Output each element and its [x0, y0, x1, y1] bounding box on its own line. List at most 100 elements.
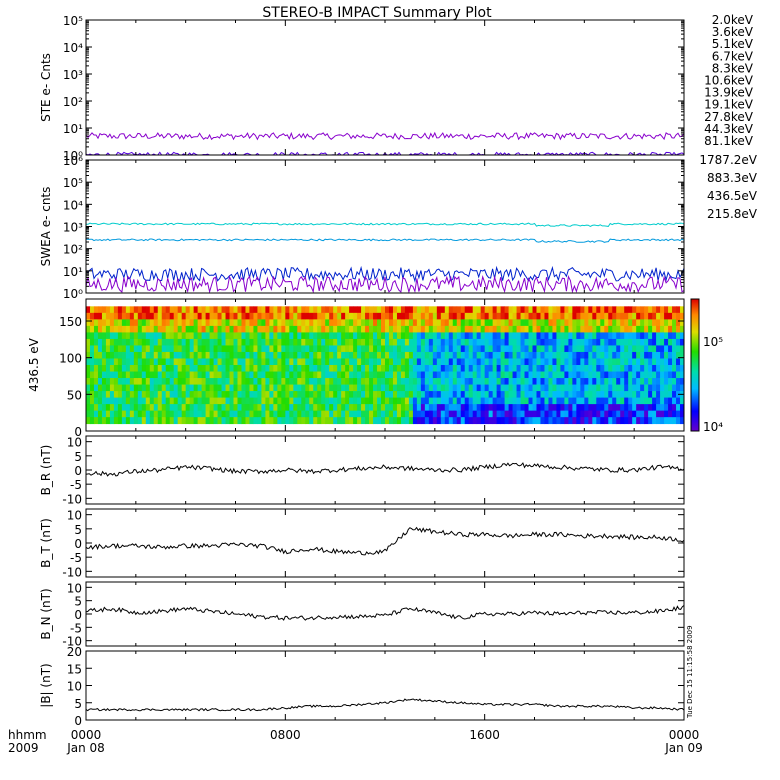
heatmap-cell	[660, 378, 665, 385]
heatmap-cell	[468, 365, 474, 372]
heatmap-cell	[648, 371, 653, 379]
heatmap-cell	[656, 332, 661, 340]
heatmap-cell	[109, 351, 115, 359]
heatmap-cell	[516, 397, 521, 405]
heatmap-cells	[86, 306, 685, 425]
heatmap-cell	[137, 404, 143, 412]
heatmap-cell	[113, 325, 119, 333]
heatmap-cell	[496, 351, 502, 359]
heatmap-cell	[217, 312, 222, 320]
heatmap-cell	[125, 332, 131, 340]
heatmap-cell	[420, 410, 426, 418]
heatmap-cell	[648, 306, 653, 314]
heatmap-cell	[544, 391, 549, 398]
heatmap-cell	[640, 404, 645, 412]
heatmap-cell	[353, 351, 358, 359]
heatmap-cell	[680, 417, 685, 425]
heatmap-cell	[528, 397, 533, 405]
heatmap-cell	[285, 365, 290, 372]
heatmap-cell	[89, 365, 95, 372]
heatmap-cell	[600, 397, 605, 405]
heatmap-cell	[640, 312, 645, 320]
heatmap-cell	[540, 338, 545, 346]
heatmap-cell	[205, 351, 210, 359]
heatmap-cell	[277, 306, 282, 314]
heatmap-cell	[329, 365, 334, 372]
heatmap-cell	[484, 365, 490, 372]
heatmap-cell	[141, 325, 147, 333]
heatmap-cell	[540, 325, 545, 333]
heatmap-cell	[125, 397, 131, 405]
heatmap-cell	[289, 417, 294, 425]
heatmap-cell	[309, 404, 314, 412]
y-tick-label: 10	[67, 680, 82, 694]
heatmap-cell	[285, 338, 290, 346]
heatmap-cell	[528, 378, 533, 385]
heatmap-cell	[420, 351, 426, 359]
heatmap-cell	[165, 345, 171, 353]
heatmap-cell	[249, 338, 254, 346]
heatmap-cell	[129, 338, 135, 346]
heatmap-cell	[189, 397, 195, 405]
heatmap-cell	[269, 410, 274, 418]
heatmap-cell	[185, 332, 191, 340]
heatmap-cell	[660, 384, 665, 392]
heatmap-cell	[229, 319, 234, 327]
colorbar-tick-label: 10⁵	[703, 335, 723, 349]
heatmap-cell	[141, 358, 147, 366]
heatmap-cell	[656, 312, 661, 320]
heatmap-cell	[137, 306, 143, 314]
heatmap-cell	[177, 338, 183, 346]
heatmap-cell	[93, 312, 99, 320]
heatmap-cell	[432, 319, 438, 327]
heatmap-cell	[229, 312, 234, 320]
heatmap-cell	[460, 365, 466, 372]
heatmap-cell	[133, 345, 139, 353]
heatmap-cell	[121, 391, 127, 398]
heatmap-cell	[528, 391, 533, 398]
heatmap-cell	[600, 417, 605, 425]
heatmap-cell	[341, 410, 346, 418]
heatmap-cell	[472, 338, 478, 346]
heatmap-cell	[572, 345, 577, 353]
heatmap-cell	[269, 345, 274, 353]
heatmap-cell	[249, 351, 254, 359]
heatmap-cell	[197, 384, 203, 392]
heatmap-cell	[660, 319, 665, 327]
heatmap-cell	[472, 365, 478, 372]
heatmap-cell	[472, 351, 478, 359]
heatmap-cell	[544, 306, 549, 314]
heatmap-cell	[337, 325, 342, 333]
heatmap-cell	[321, 306, 326, 314]
heatmap-cell	[217, 306, 222, 314]
heatmap-cell	[464, 358, 470, 366]
heatmap-cell	[317, 378, 322, 385]
heatmap-cell	[672, 351, 677, 359]
heatmap-cell	[293, 312, 298, 320]
heatmap-cell	[564, 306, 569, 314]
heatmap-cell	[325, 417, 330, 425]
heatmap-cell	[592, 417, 597, 425]
heatmap-cell	[552, 338, 557, 346]
heatmap-cell	[265, 371, 270, 379]
heatmap-cell	[241, 410, 246, 418]
heatmap-cell	[620, 371, 625, 379]
heatmap-cell	[628, 306, 633, 314]
heatmap-cell	[504, 378, 509, 385]
heatmap-cell	[293, 391, 298, 398]
heatmap-cell	[265, 325, 270, 333]
heatmap-cell	[476, 410, 482, 418]
heatmap-cell	[436, 371, 442, 379]
heatmap-cell	[129, 325, 135, 333]
heatmap-cell	[508, 417, 513, 425]
heatmap-cell	[205, 312, 210, 320]
heatmap-cell	[353, 332, 358, 340]
heatmap-cell	[612, 358, 617, 366]
heatmap-cell	[137, 332, 143, 340]
heatmap-cell	[572, 410, 577, 418]
heatmap-cell	[213, 378, 218, 385]
heatmap-cell	[424, 358, 430, 366]
heatmap-cell	[321, 404, 326, 412]
heatmap-cell	[169, 404, 175, 412]
heatmap-cell	[680, 319, 685, 327]
